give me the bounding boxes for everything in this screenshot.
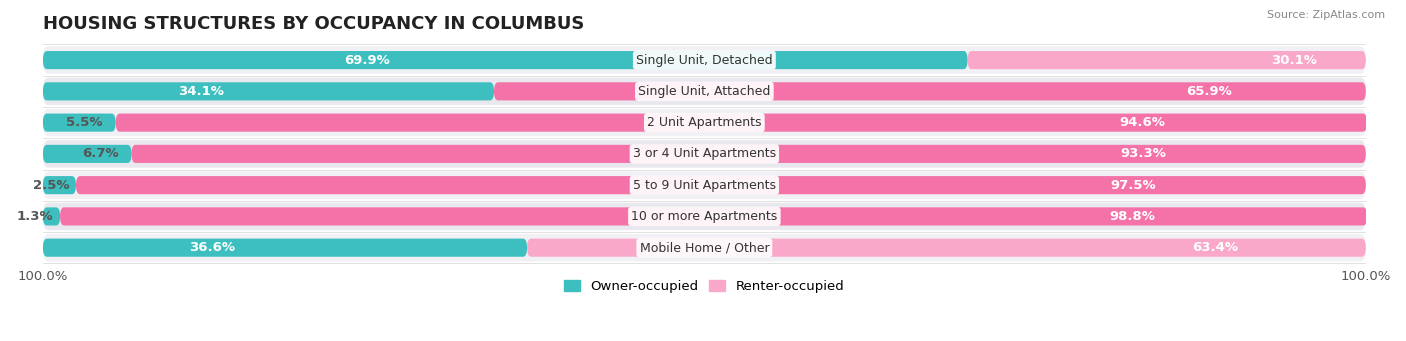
Text: 5 to 9 Unit Apartments: 5 to 9 Unit Apartments (633, 179, 776, 192)
Text: Single Unit, Attached: Single Unit, Attached (638, 85, 770, 98)
FancyBboxPatch shape (76, 176, 1365, 194)
Text: 6.7%: 6.7% (82, 147, 118, 160)
Text: 65.9%: 65.9% (1187, 85, 1232, 98)
FancyBboxPatch shape (44, 114, 115, 132)
Text: HOUSING STRUCTURES BY OCCUPANCY IN COLUMBUS: HOUSING STRUCTURES BY OCCUPANCY IN COLUM… (44, 15, 585, 33)
Text: 98.8%: 98.8% (1109, 210, 1154, 223)
FancyBboxPatch shape (44, 172, 1365, 199)
FancyBboxPatch shape (44, 207, 60, 225)
Text: 34.1%: 34.1% (177, 85, 224, 98)
FancyBboxPatch shape (44, 109, 1365, 136)
Legend: Owner-occupied, Renter-occupied: Owner-occupied, Renter-occupied (560, 275, 849, 298)
FancyBboxPatch shape (44, 46, 1365, 74)
FancyBboxPatch shape (44, 51, 967, 69)
FancyBboxPatch shape (44, 78, 1365, 105)
Text: 10 or more Apartments: 10 or more Apartments (631, 210, 778, 223)
FancyBboxPatch shape (967, 51, 1365, 69)
FancyBboxPatch shape (44, 140, 1365, 168)
Text: 63.4%: 63.4% (1192, 241, 1237, 254)
Text: 36.6%: 36.6% (190, 241, 235, 254)
FancyBboxPatch shape (60, 207, 1367, 225)
Text: 1.3%: 1.3% (17, 210, 53, 223)
Text: 69.9%: 69.9% (343, 54, 389, 66)
Text: 3 or 4 Unit Apartments: 3 or 4 Unit Apartments (633, 147, 776, 160)
Text: Mobile Home / Other: Mobile Home / Other (640, 241, 769, 254)
FancyBboxPatch shape (44, 145, 132, 163)
Text: Source: ZipAtlas.com: Source: ZipAtlas.com (1267, 10, 1385, 20)
Text: 30.1%: 30.1% (1271, 54, 1317, 66)
FancyBboxPatch shape (527, 239, 1365, 257)
FancyBboxPatch shape (494, 82, 1365, 100)
FancyBboxPatch shape (44, 234, 1365, 262)
FancyBboxPatch shape (44, 203, 1365, 230)
Text: 2 Unit Apartments: 2 Unit Apartments (647, 116, 762, 129)
Text: 94.6%: 94.6% (1119, 116, 1164, 129)
FancyBboxPatch shape (44, 239, 527, 257)
FancyBboxPatch shape (44, 176, 76, 194)
Text: 93.3%: 93.3% (1121, 147, 1167, 160)
Text: Single Unit, Detached: Single Unit, Detached (636, 54, 773, 66)
FancyBboxPatch shape (115, 114, 1367, 132)
Text: 97.5%: 97.5% (1111, 179, 1157, 192)
Text: 2.5%: 2.5% (32, 179, 69, 192)
FancyBboxPatch shape (44, 82, 494, 100)
FancyBboxPatch shape (132, 145, 1365, 163)
Text: 5.5%: 5.5% (66, 116, 103, 129)
